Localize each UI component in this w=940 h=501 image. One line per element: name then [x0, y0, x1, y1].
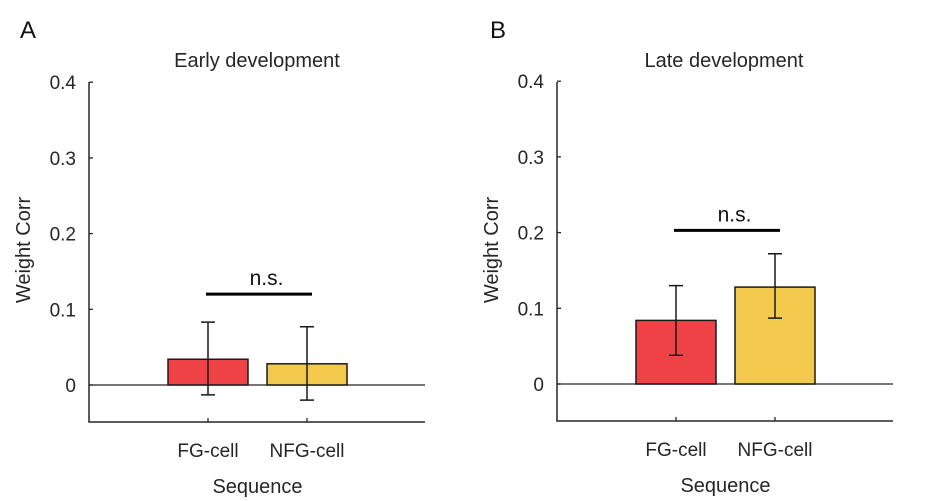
- error-bar: [669, 284, 683, 356]
- y-tick-label: 0: [65, 376, 76, 397]
- y-axis-label: Weight Corr: [481, 196, 503, 303]
- y-tick-label: 0.2: [518, 224, 544, 245]
- y-tick-label: 0: [533, 375, 544, 396]
- chart-title: Early development: [174, 50, 340, 72]
- significance-label: n.s.: [250, 267, 284, 290]
- x-tick-label: NFG-cell: [270, 441, 345, 462]
- panel-letter: B: [490, 17, 506, 44]
- panel-a: A Early development 0 0.1 0.2 0.3 0.4 Weight Co…: [13, 17, 425, 498]
- x-tick-label: FG-cell: [645, 440, 706, 461]
- panel-letter: A: [20, 17, 36, 44]
- significance-label: n.s.: [718, 203, 752, 226]
- y-tick-label: 0.1: [518, 299, 544, 320]
- error-bar: [201, 321, 215, 396]
- x-tick-label: NFG-cell: [738, 440, 813, 461]
- y-tick-label: 0.4: [518, 72, 545, 93]
- y-tick-label: 0.3: [50, 149, 76, 170]
- y-axis-label: Weight Corr: [13, 196, 35, 303]
- y-tick-label: 0.2: [50, 225, 76, 246]
- x-axis-label: Sequence: [680, 475, 770, 497]
- axes: [556, 82, 893, 422]
- panel-b: B Late development 0 0.1 0.2 0.3 0.4 Weight Cor…: [481, 17, 893, 497]
- chart-title: Late development: [644, 50, 803, 72]
- x-tick-label: FG-cell: [177, 441, 238, 462]
- y-tick-label: 0.3: [518, 148, 544, 169]
- error-bar: [300, 325, 314, 401]
- error-bar: [768, 253, 782, 319]
- axes: [88, 82, 425, 423]
- y-tick-label: 0.4: [50, 73, 77, 94]
- x-axis-label: Sequence: [212, 476, 302, 498]
- y-tick-label: 0.1: [50, 300, 76, 321]
